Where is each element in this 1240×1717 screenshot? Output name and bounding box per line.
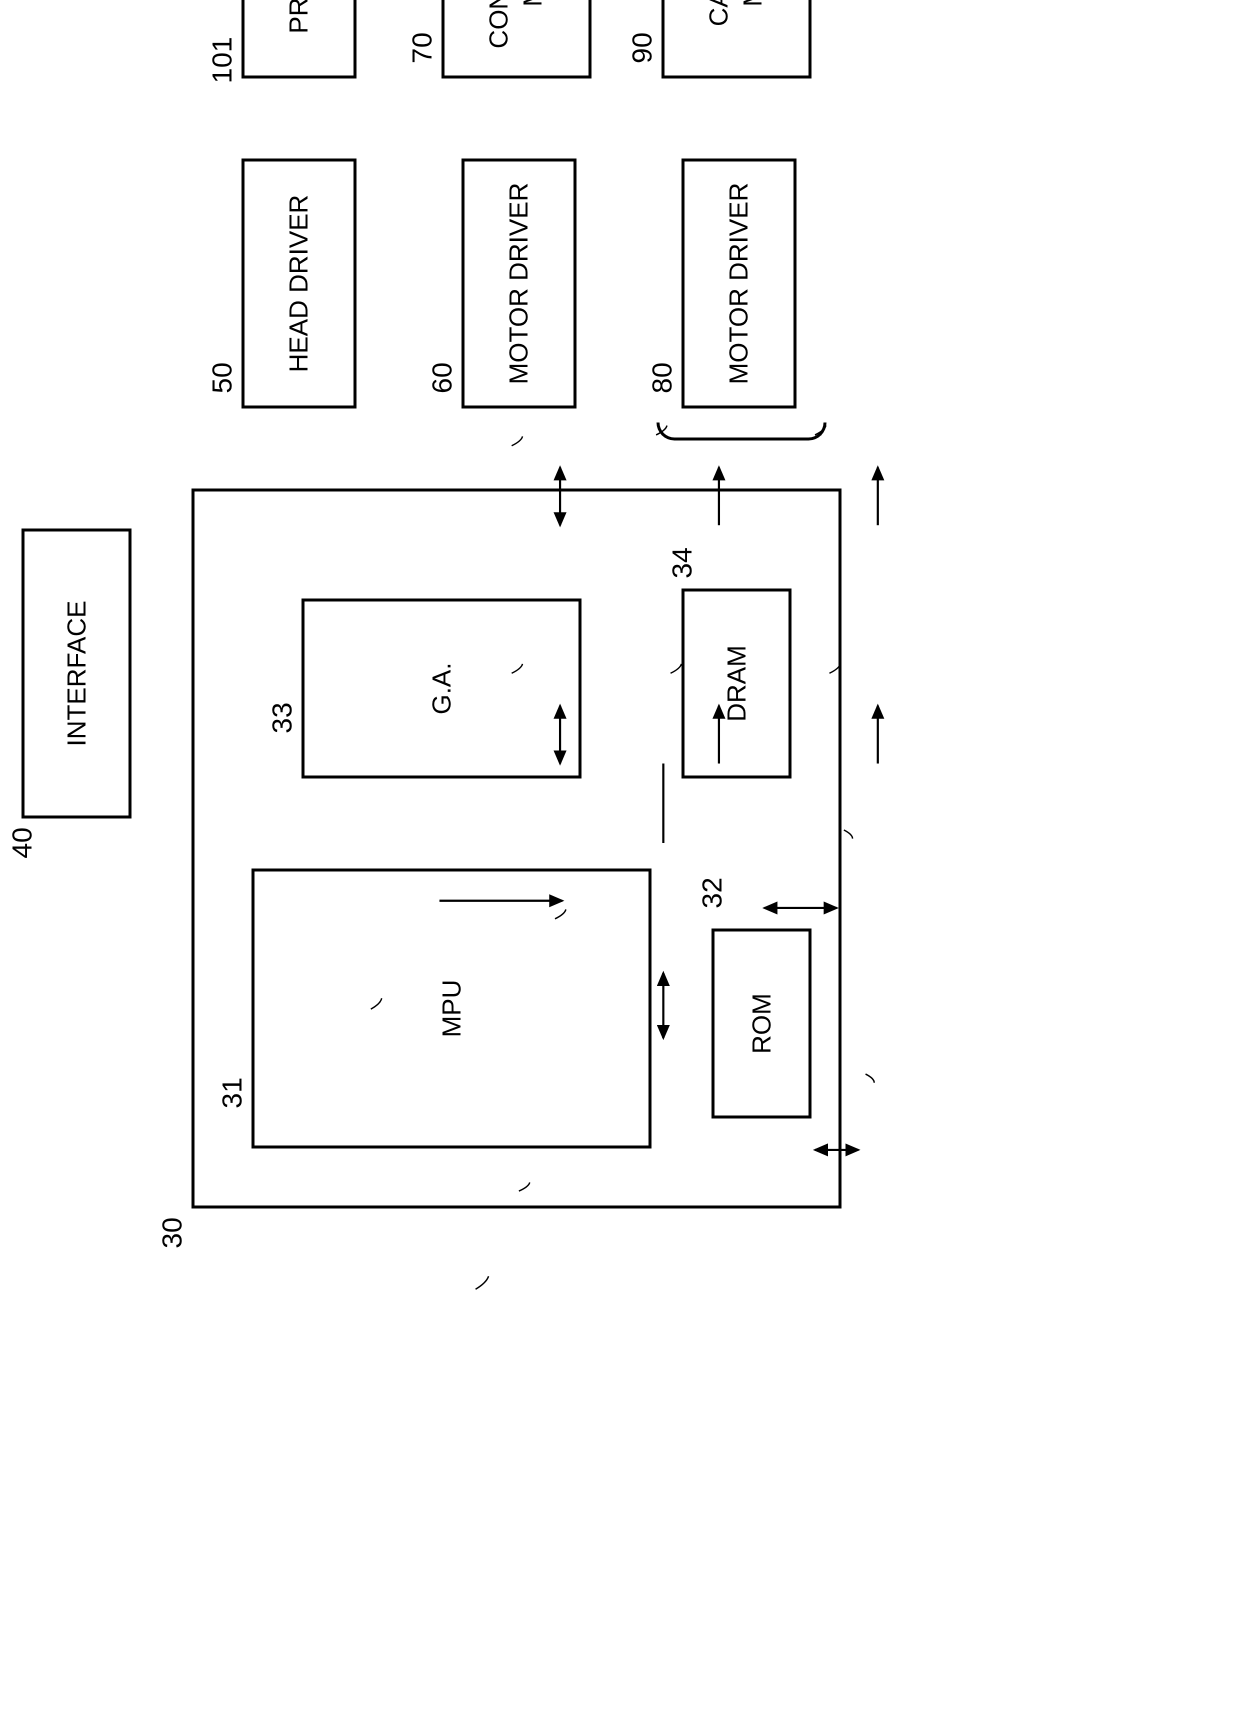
motor-driver-2-box: MOTOR DRIVER (682, 159, 797, 409)
mpu-label: MPU (436, 980, 467, 1038)
optional-paren-left (657, 423, 827, 441)
rom-box: ROM (712, 929, 812, 1119)
ga-box: G.A. (302, 599, 582, 779)
ref-label-34: 34 (667, 547, 699, 578)
motor-driver-1-box: MOTOR DRIVER (462, 159, 577, 409)
rom-label: ROM (746, 993, 777, 1054)
motor-driver-2-label: MOTOR DRIVER (722, 175, 756, 393)
ga-label: G.A. (426, 663, 457, 715)
ref-label-31: 31 (217, 1077, 249, 1108)
interface-label: INTERFACE (61, 601, 92, 747)
ref-label-60: 60 (427, 362, 459, 393)
head-driver-box: HEAD DRIVER (242, 159, 357, 409)
printhead-box: PRINTHEAD (242, 0, 357, 79)
ref-label-70: 70 (407, 32, 439, 63)
interface-box: INTERFACE (22, 529, 132, 819)
ref-label-32: 32 (697, 877, 729, 908)
mpu-box: MPU (252, 869, 652, 1149)
ref-label-50: 50 (207, 362, 239, 393)
ref-label-80: 80 (647, 362, 679, 393)
ref-label-90: 90 (627, 32, 659, 63)
dram-box: DRAM (682, 589, 792, 779)
ref-label-30: 30 (157, 1217, 189, 1248)
carriage-label: CARRIAGE MOTOR (703, 0, 771, 76)
printhead-label: PRINTHEAD (284, 0, 315, 34)
ref-label-40: 40 (7, 827, 39, 858)
motor-driver-1-label: MOTOR DRIVER (502, 175, 536, 393)
ref-label-101: 101 (207, 37, 239, 84)
carriage-motor-box: CARRIAGE MOTOR (662, 0, 812, 79)
head-driver-label: HEAD DRIVER (282, 187, 316, 381)
ref-label-33: 33 (267, 702, 299, 733)
dram-label: DRAM (721, 645, 752, 722)
conveyance-label: CONVEYANCE MOTOR (483, 0, 551, 76)
conveyance-motor-box: CONVEYANCE MOTOR (442, 0, 592, 79)
